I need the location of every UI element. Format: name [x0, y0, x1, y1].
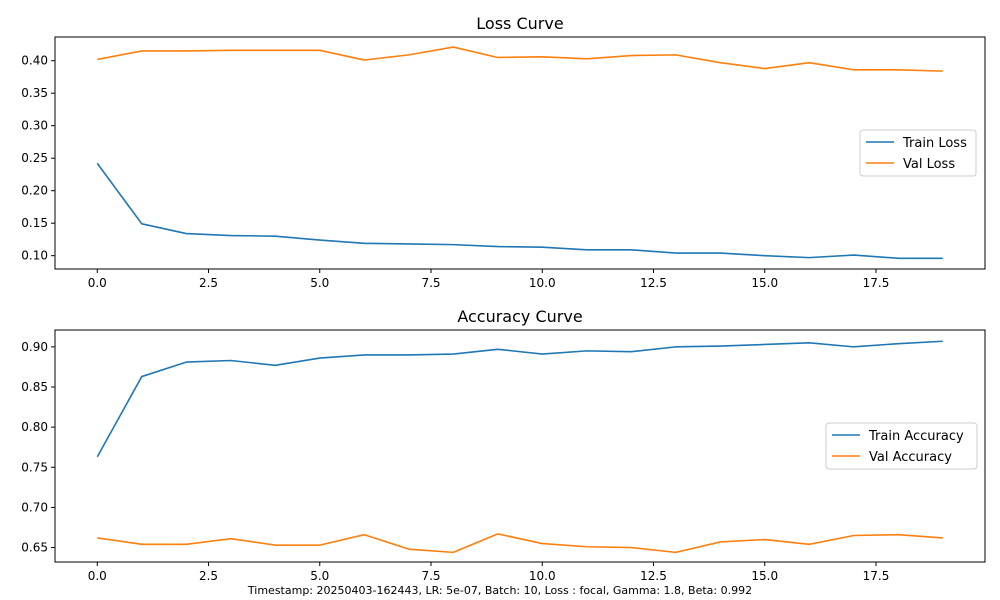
accuracy-x-tick-label: 2.5	[199, 569, 218, 583]
loss-legend: Train Loss Val Loss	[859, 129, 977, 177]
loss-x-tick-label: 7.5	[421, 276, 440, 290]
accuracy-legend: Train Accuracy Val Accuracy	[825, 422, 978, 470]
accuracy-axes-frame	[54, 329, 986, 563]
loss-legend-label: Val Loss	[903, 157, 955, 172]
accuracy-chart-title: Accuracy Curve	[457, 307, 582, 326]
loss-x-tick-label: 17.5	[863, 276, 890, 290]
accuracy-series-val-accuracy-line	[97, 533, 943, 554]
accuracy-series-train-accuracy-line	[96, 340, 943, 458]
loss-y-tick-label: 0.10	[21, 249, 48, 263]
loss-legend-label: Train Loss	[902, 136, 967, 151]
accuracy-y-tick-label: 0.65	[21, 541, 48, 555]
accuracy-y-tick-label: 0.85	[21, 380, 48, 394]
accuracy-legend-label: Train Accuracy	[868, 429, 964, 444]
loss-x-tick-label: 0.0	[88, 276, 107, 290]
loss-x-tick-label: 2.5	[199, 276, 218, 290]
loss-y-tick-label: 0.30	[21, 119, 48, 133]
accuracy-x-tick-label: 5.0	[310, 569, 329, 583]
loss-series-val-loss-line	[97, 46, 943, 72]
loss-y-tick-label: 0.40	[21, 54, 48, 68]
accuracy-chart: Accuracy Curve 0.0 2.5 5.0 7.5 10.0 12.5 15.0 17…	[21, 307, 986, 583]
accuracy-x-tick-label: 15.0	[751, 569, 778, 583]
loss-chart-title: Loss Curve	[476, 14, 563, 33]
accuracy-y-tick-label: 0.90	[21, 340, 48, 354]
accuracy-y-tick-label: 0.70	[21, 500, 48, 514]
loss-y-tick-label: 0.35	[21, 86, 48, 100]
accuracy-y-tick-label: 0.80	[21, 420, 48, 434]
loss-x-tick-label: 10.0	[529, 276, 556, 290]
loss-y-tick-label: 0.25	[21, 151, 48, 165]
accuracy-x-tick-label: 10.0	[529, 569, 556, 583]
loss-series-train-loss-line	[96, 162, 943, 260]
loss-axes-frame	[54, 36, 986, 270]
loss-y-tick-label: 0.15	[21, 216, 48, 230]
loss-x-tick-label: 15.0	[751, 276, 778, 290]
loss-y-tick-label: 0.20	[21, 184, 48, 198]
accuracy-x-tick-label: 17.5	[863, 569, 890, 583]
accuracy-x-tick-label: 0.0	[88, 569, 107, 583]
loss-x-tick-label: 12.5	[640, 276, 667, 290]
accuracy-x-tick-label: 12.5	[640, 569, 667, 583]
footer-caption: Timestamp: 20250403-162443, LR: 5e-07, B…	[247, 584, 752, 597]
accuracy-legend-label: Val Accuracy	[869, 450, 952, 465]
loss-x-tick-label: 5.0	[310, 276, 329, 290]
loss-chart: Loss Curve 0.0 2.5 5.0 7.5 10.0 12.5 15.0 17.5 0.…	[21, 14, 986, 290]
accuracy-y-tick-label: 0.75	[21, 460, 48, 474]
accuracy-x-tick-label: 7.5	[421, 569, 440, 583]
accuracy-legend-box	[825, 422, 978, 470]
